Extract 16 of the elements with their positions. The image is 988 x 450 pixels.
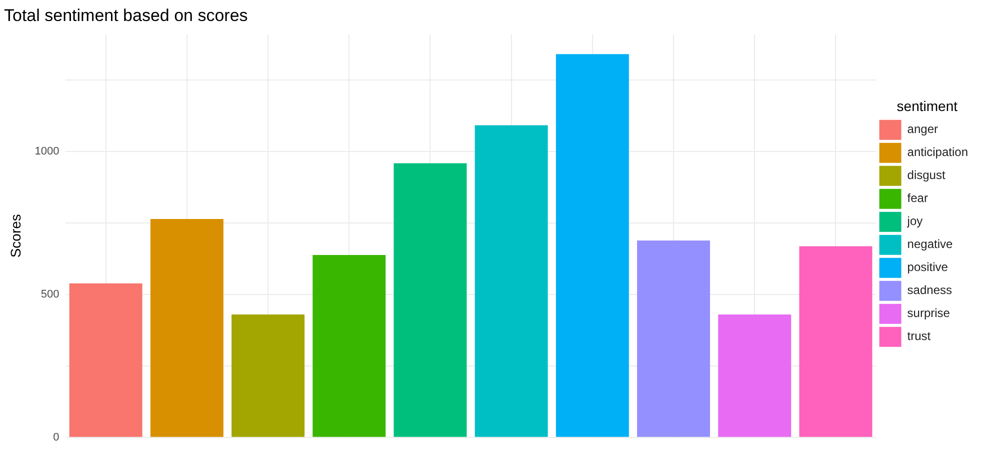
legend-label: trust xyxy=(907,329,932,344)
legend-label: joy xyxy=(906,214,923,228)
y-axis-title: Scores xyxy=(7,214,24,258)
legend-label: surprise xyxy=(907,306,950,320)
chart-title: Total sentiment based on scores xyxy=(4,6,248,25)
legend-label: sadness xyxy=(907,283,952,298)
y-tick-label: 0 xyxy=(53,431,60,444)
legend-label: anticipation xyxy=(907,145,968,160)
legend-title: sentiment xyxy=(896,98,958,114)
y-tick-label: 500 xyxy=(40,288,60,301)
legend-label: positive xyxy=(907,260,948,274)
y-tick-label: 1000 xyxy=(34,146,60,158)
legend-label: negative xyxy=(907,237,953,252)
legend-label: anger xyxy=(907,122,938,136)
legend-label: fear xyxy=(907,191,928,206)
legend-label: disgust xyxy=(907,168,946,182)
